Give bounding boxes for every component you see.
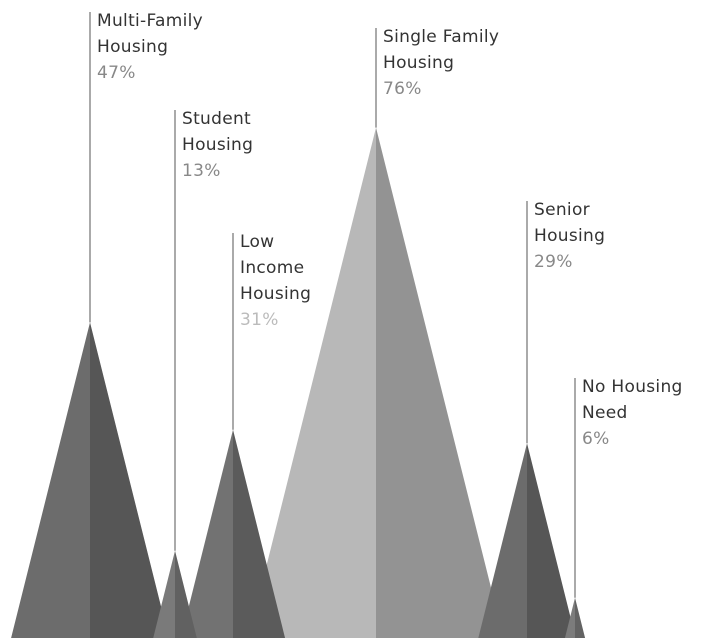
category-label: Single Family Housing — [383, 27, 500, 73]
value-label: 31% — [240, 310, 279, 330]
triangle-right — [233, 429, 286, 638]
triangle — [478, 443, 576, 638]
triangle-shade — [376, 127, 504, 638]
triangle-shade — [233, 429, 286, 638]
triangle-shade — [175, 550, 197, 638]
value-label: 29% — [534, 252, 573, 272]
triangle — [180, 429, 286, 638]
triangle-left — [478, 443, 527, 638]
triangle-left — [564, 597, 575, 638]
triangle-shade — [90, 322, 169, 638]
category-label: No Housing Need — [582, 377, 683, 423]
label: Senior Housing 29% — [534, 197, 644, 275]
value-label: 13% — [182, 161, 221, 181]
triangle-right — [90, 322, 169, 638]
triangle-shade — [575, 597, 586, 638]
label: Multi-Family Housing 47% — [97, 8, 237, 86]
label: Single Family Housing 76% — [383, 24, 543, 102]
triangle — [564, 597, 586, 638]
category-label: Senior Housing — [534, 200, 606, 246]
label: No Housing Need 6% — [582, 374, 722, 452]
triangle-shade — [527, 443, 576, 638]
triangle-left — [11, 322, 90, 638]
value-label: 76% — [383, 79, 422, 99]
category-label: Low Income Housing — [240, 232, 312, 304]
triangle-right — [527, 443, 576, 638]
triangle-left — [180, 429, 233, 638]
triangle — [248, 127, 504, 638]
label: Low Income Housing 31% — [240, 229, 335, 333]
value-label: 6% — [582, 429, 610, 449]
category-label: Student Housing — [182, 109, 254, 155]
triangle-right — [175, 550, 197, 638]
value-label: 47% — [97, 63, 136, 83]
label: Student Housing 13% — [182, 106, 292, 184]
triangle-left — [248, 127, 376, 638]
triangle-left — [153, 550, 175, 638]
triangle-right — [575, 597, 586, 638]
category-label: Multi-Family Housing — [97, 11, 203, 57]
triangle-right — [376, 127, 504, 638]
triangle — [11, 322, 169, 638]
triangle — [153, 550, 197, 638]
